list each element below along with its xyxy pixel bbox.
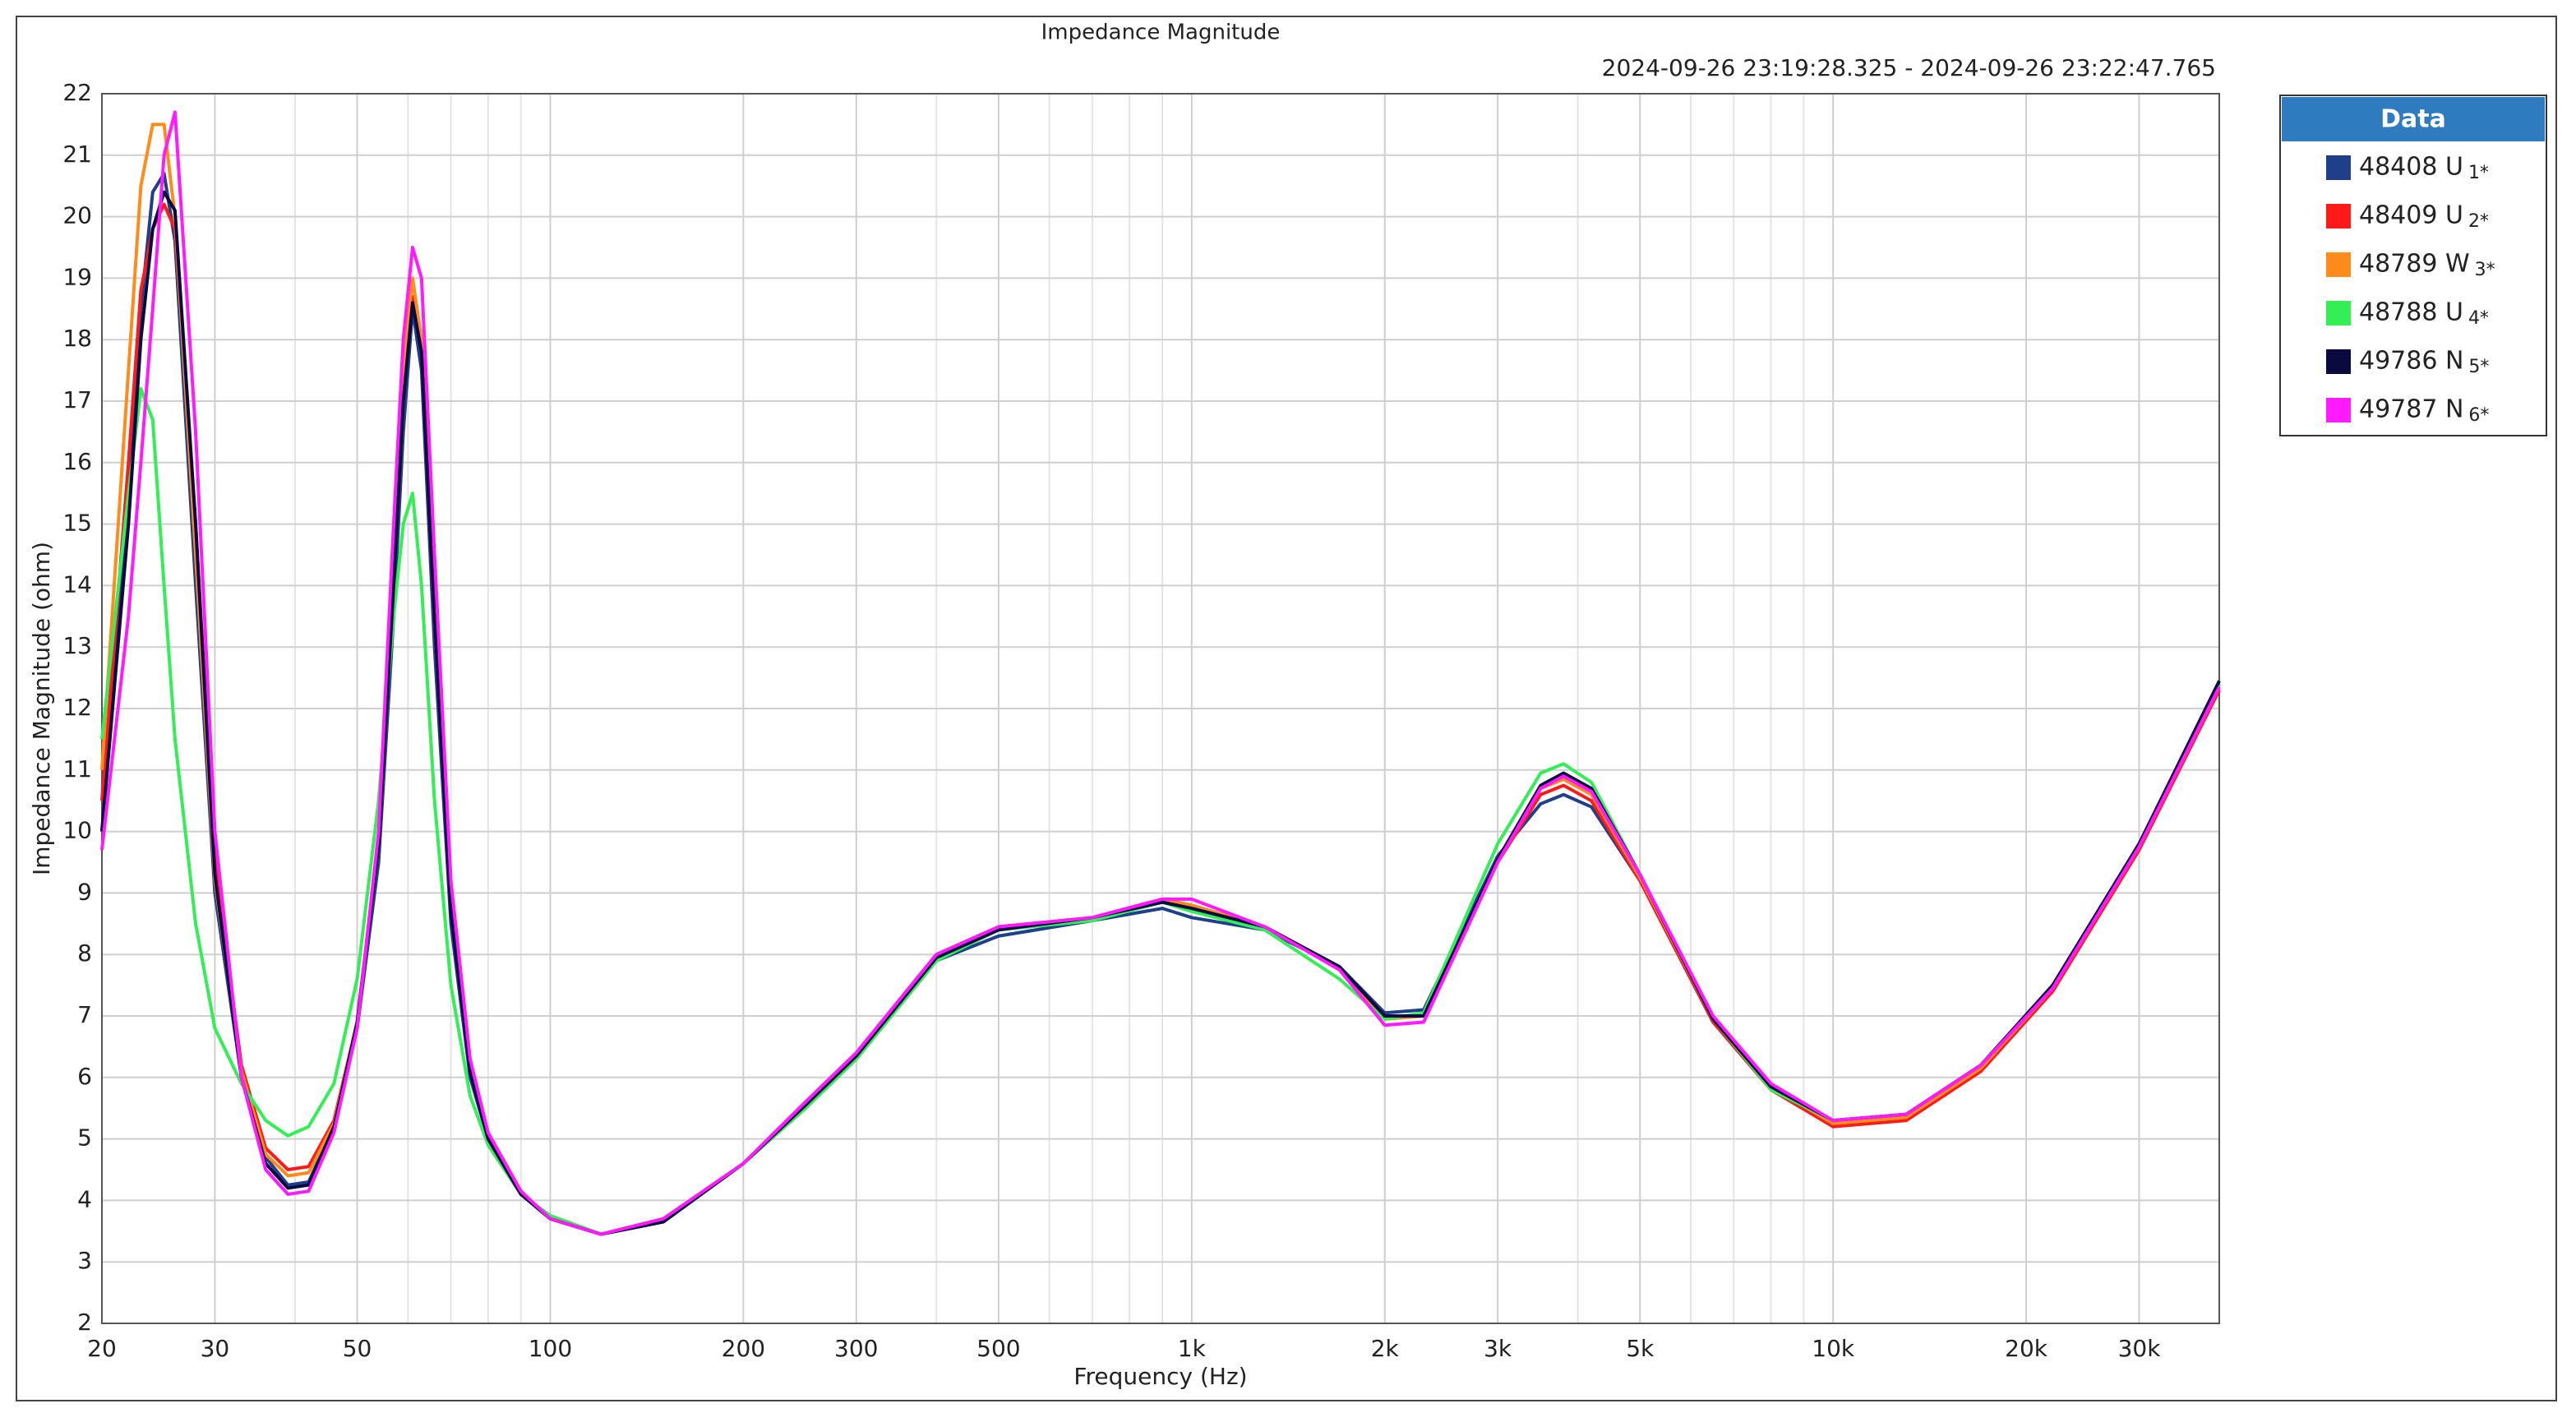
grid	[101, 93, 2219, 1324]
x-tick-label: 5k	[1626, 1335, 1655, 1362]
legend-index: 6*	[2468, 405, 2489, 426]
x-tick-label: 100	[529, 1335, 572, 1362]
legend-swatch	[2326, 155, 2351, 180]
x-tick-label: 1k	[1178, 1335, 1207, 1362]
series-line	[100, 110, 2221, 1236]
legend-label: 49786 N	[2359, 347, 2463, 376]
x-axis-label: Frequency (Hz)	[1073, 1363, 1247, 1390]
y-tick-label: 21	[62, 141, 92, 168]
y-tick-label: 9	[77, 878, 92, 905]
legend-index: 4*	[2468, 308, 2489, 329]
y-tick-label: 2	[77, 1309, 92, 1336]
y-tick-label: 19	[62, 263, 92, 290]
legend-box	[2279, 95, 2547, 436]
x-tick-label: 500	[976, 1335, 1020, 1362]
legend-index: 1*	[2468, 163, 2489, 183]
legend-index: 5*	[2468, 357, 2489, 377]
chart-title: Impedance Magnitude	[1041, 21, 1281, 45]
legend-title: Data	[2380, 105, 2446, 134]
legend-index: 3*	[2475, 260, 2495, 280]
y-tick-label: 22	[62, 79, 92, 106]
x-tick-label: 200	[722, 1335, 765, 1362]
y-tick-label: 15	[62, 510, 92, 537]
y-axis-label: Impedance Magnitude (ohm)	[28, 542, 55, 875]
y-tick-label: 13	[62, 632, 92, 659]
legend-swatch	[2326, 398, 2351, 422]
y-tick-label: 7	[77, 1001, 92, 1028]
y-tick-label: 11	[62, 755, 92, 783]
legend-swatch	[2326, 349, 2351, 374]
plot-border	[101, 93, 2220, 1324]
legend-label: 48788 U	[2359, 298, 2463, 327]
legend-label: 48789 W	[2359, 250, 2470, 279]
x-tick-label: 20k	[2005, 1335, 2048, 1362]
y-tick-label: 16	[62, 448, 92, 475]
x-tick-label: 50	[343, 1335, 372, 1362]
x-tick-label: 20	[87, 1335, 117, 1362]
x-tick-label: 3k	[1484, 1335, 1512, 1362]
y-tick-label: 4	[77, 1185, 92, 1212]
y-tick-label: 5	[77, 1124, 92, 1152]
y-tick-label: 17	[62, 386, 92, 413]
legend-swatch	[2326, 252, 2351, 277]
y-tick-label: 14	[62, 570, 92, 598]
legend-header	[2282, 97, 2545, 141]
x-tick-label: 10k	[1812, 1335, 1855, 1362]
legend-swatch	[2326, 204, 2351, 229]
y-tick-label: 12	[62, 694, 92, 721]
legend-index: 2*	[2468, 211, 2489, 232]
legend-label: 48409 U	[2359, 201, 2463, 230]
x-tick-label: 30k	[2118, 1335, 2162, 1362]
plot-lines	[100, 110, 2221, 1236]
legend-swatch	[2326, 301, 2351, 325]
x-tick-label: 30	[201, 1335, 230, 1362]
y-tick-label: 3	[77, 1247, 92, 1274]
legend-label: 48408 U	[2359, 153, 2463, 182]
y-tick-label: 10	[62, 817, 92, 844]
y-tick-label: 6	[77, 1063, 92, 1090]
chart-subtitle: 2024-09-26 23:19:28.325 - 2024-09-26 23:…	[1602, 54, 2216, 81]
y-tick-label: 8	[77, 940, 92, 967]
x-tick-label: 300	[834, 1335, 878, 1362]
y-tick-label: 18	[62, 325, 92, 352]
legend-label: 49787 N	[2359, 395, 2463, 424]
x-tick-label: 2k	[1371, 1335, 1400, 1362]
y-tick-label: 20	[62, 202, 92, 229]
